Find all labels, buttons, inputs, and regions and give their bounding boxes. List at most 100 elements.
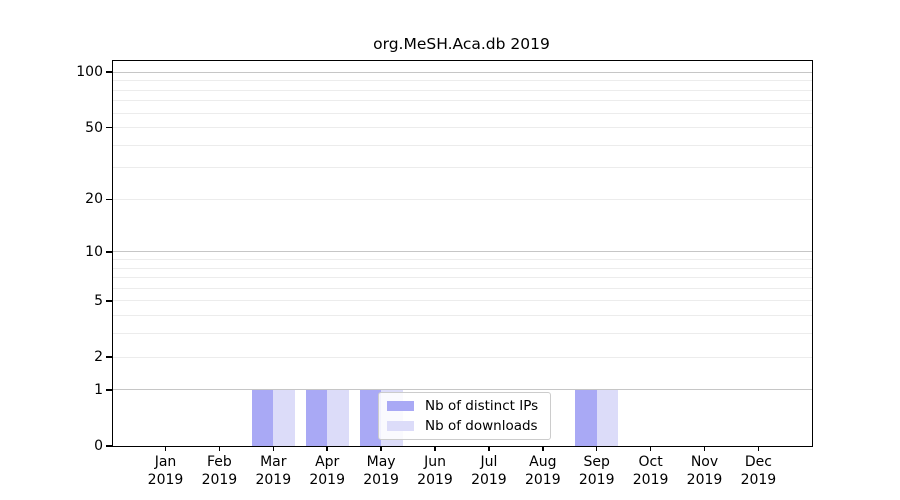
x-tick-month: Feb	[206, 454, 232, 470]
x-tick-month: Mar	[260, 454, 287, 470]
y-tick-label: 50	[85, 119, 103, 136]
x-tick-year: 2019	[255, 471, 292, 488]
legend-label: Nb of distinct IPs	[425, 398, 539, 414]
x-tick-year: 2019	[686, 471, 723, 488]
x-tick-mark	[164, 446, 167, 451]
x-tick-month: Nov	[690, 454, 719, 470]
gridline-minor	[113, 315, 812, 317]
bar-nb-of-downloads	[596, 389, 619, 446]
y-tick-label: 10	[85, 243, 103, 260]
x-tick-mark	[757, 446, 760, 451]
bar-nb-of-distinct-ips	[251, 389, 274, 446]
legend-swatch	[387, 401, 414, 411]
plot-area: 0 1 2 5 10 20 50 100 Jan 2019 Feb 2019 Mar 2019 Apr 20…	[76, 60, 813, 488]
y-tick-label: 0	[94, 438, 103, 454]
y-tick-mark	[105, 356, 112, 358]
y-tick-mark	[105, 198, 112, 201]
y-tick-label: 20	[85, 191, 103, 208]
x-tick-label: Aug 2019	[511, 454, 575, 489]
bar-nb-of-distinct-ips	[359, 389, 382, 446]
x-tick-mark	[380, 446, 382, 451]
x-tick-mark	[326, 446, 328, 451]
x-tick-label: Apr 2019	[295, 454, 359, 489]
x-tick-year: 2019	[632, 471, 669, 488]
y-tick-mark	[105, 389, 112, 391]
x-tick-month: Jul	[480, 454, 498, 470]
bar-nb-of-downloads	[327, 389, 349, 446]
y-tick-mark	[105, 445, 112, 447]
x-tick-year: 2019	[147, 471, 184, 488]
bar-nb-of-distinct-ips	[305, 389, 328, 446]
gridline-minor	[113, 277, 812, 279]
x-tick-label: Oct 2019	[619, 454, 683, 489]
x-tick-mark	[703, 446, 706, 451]
x-tick-label: Dec 2019	[726, 454, 790, 489]
x-tick-label: Nov 2019	[673, 454, 737, 489]
gridline-minor	[113, 356, 812, 358]
x-tick-month: Dec	[744, 454, 772, 470]
x-tick-month: Sep	[583, 454, 610, 470]
gridline-minor	[113, 198, 812, 200]
gridline-minor	[113, 259, 812, 260]
y-tick-label: 1	[94, 381, 103, 398]
y-tick-label: 2	[94, 349, 103, 366]
chart-title: org.MeSH.Aca.db 2019	[373, 35, 550, 53]
gridline-minor	[113, 144, 812, 146]
y-tick-mark	[105, 251, 112, 253]
x-tick-mark	[542, 446, 544, 451]
legend-label: Nb of downloads	[425, 418, 538, 434]
gridline-minor	[113, 80, 812, 82]
gridline-minor	[113, 167, 812, 169]
gridline-minor	[113, 127, 812, 129]
x-tick-year: 2019	[524, 471, 561, 488]
gridline-major	[113, 71, 812, 73]
x-tick-year: 2019	[417, 471, 453, 488]
x-tick-label: Mar 2019	[241, 454, 305, 489]
gridline-major	[113, 251, 812, 253]
gridline-major	[113, 389, 812, 391]
x-tick-mark	[488, 446, 490, 451]
x-tick-month: Oct	[638, 454, 663, 470]
legend-row: Nb of distinct IPs	[387, 398, 538, 414]
x-tick-month: May	[366, 454, 396, 470]
x-tick-mark	[434, 446, 436, 451]
x-tick-year: 2019	[471, 471, 507, 488]
x-tick-label: Jun 2019	[403, 454, 467, 489]
x-tick-year: 2019	[201, 471, 238, 488]
x-tick-label: Sep 2019	[565, 454, 629, 489]
y-tick-mark	[105, 71, 112, 73]
x-tick-year: 2019	[363, 471, 399, 488]
x-tick-mark	[595, 446, 598, 451]
bar-nb-of-downloads	[273, 389, 295, 446]
x-tick-month: Jan	[154, 454, 177, 470]
x-tick-mark	[649, 446, 652, 451]
x-tick-mark	[218, 446, 221, 451]
gridline-minor	[113, 89, 812, 91]
x-tick-month: Aug	[529, 454, 557, 470]
gridline-minor	[113, 300, 812, 302]
x-tick-label: Feb 2019	[187, 454, 251, 489]
y-tick-mark	[105, 126, 112, 129]
y-tick-mark	[105, 300, 112, 302]
gridline-minor	[113, 287, 812, 289]
x-tick-year: 2019	[740, 471, 777, 488]
bar-nb-of-distinct-ips	[575, 389, 597, 446]
x-tick-label: May 2019	[349, 454, 413, 489]
y-tick-label: 5	[94, 292, 103, 309]
x-tick-month: Jun	[424, 454, 446, 470]
gridline-minor	[113, 267, 812, 269]
legend-row: Nb of downloads	[387, 418, 538, 434]
x-tick-mark	[272, 446, 275, 451]
y-tick-label: 100	[76, 64, 103, 81]
x-tick-label: Jul 2019	[457, 454, 521, 489]
x-tick-year: 2019	[578, 471, 615, 488]
gridline-minor	[113, 112, 812, 114]
legend-swatch	[387, 421, 414, 431]
x-tick-label: Jan 2019	[134, 454, 198, 489]
x-tick-month: Apr	[315, 454, 340, 470]
x-tick-year: 2019	[309, 471, 345, 488]
legend: Nb of distinct IPs Nb of downloads	[378, 392, 552, 440]
gridline-minor	[113, 100, 812, 102]
gridline-minor	[113, 333, 812, 335]
